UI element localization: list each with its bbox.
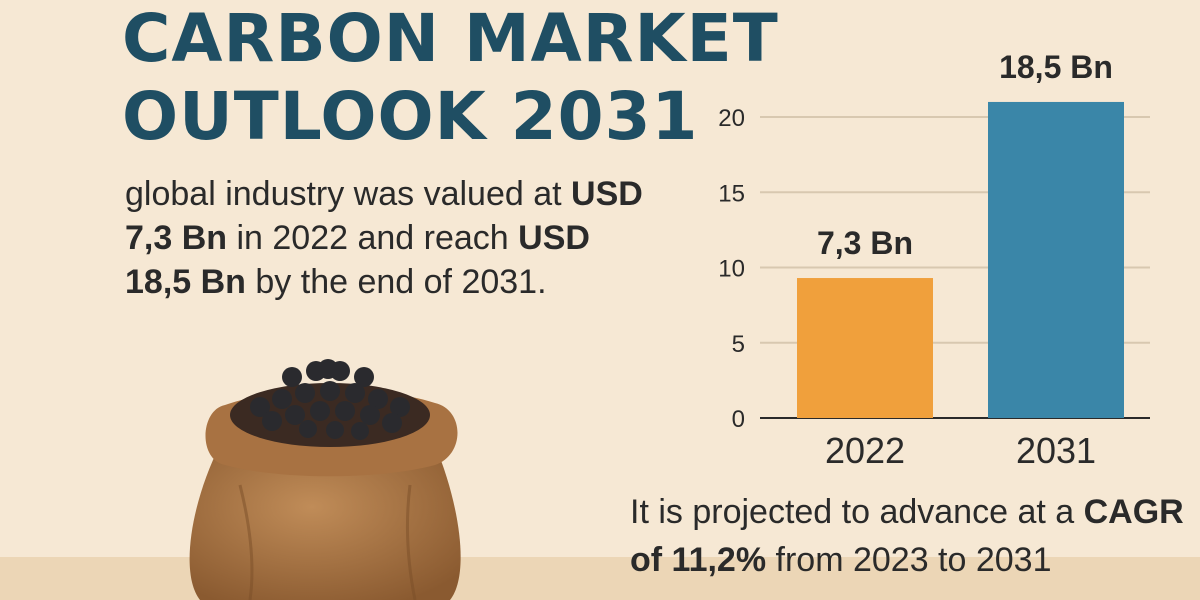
projection-text-1: It is projected to advance at a [630, 493, 1084, 531]
x-tick-label-2031: 2031 [1016, 430, 1096, 471]
title-line-1: CARBON MARKET [122, 0, 779, 77]
data-label-2022: 7,3 Bn [817, 225, 913, 261]
y-tick-label: 15 [718, 180, 745, 207]
value-2022: USD 7,3 Bn [125, 175, 643, 257]
bar-2022 [797, 278, 933, 418]
description-text-2: in 2022 and reach [227, 219, 509, 257]
description-text-1: global industry was valued at [125, 175, 562, 213]
market-description: global industry was valued at USD 7,3 Bn… [125, 172, 665, 304]
description-text-3: by the end of 2031. [245, 263, 547, 301]
y-tick-label: 10 [718, 256, 745, 283]
cagr-highlight: CAGR of 11,2% [630, 493, 1184, 579]
carbon-sack-icon [189, 359, 461, 600]
cagr-projection: It is projected to advance at a CAGR of … [630, 488, 1190, 584]
x-tick-label-2022: 2022 [825, 430, 905, 471]
title-line-2: OUTLOOK 2031 [122, 78, 699, 155]
projection-text-2: from 2023 to 2031 [766, 541, 1052, 579]
page-title: CARBON MARKET OUTLOOK 2031 [122, 0, 779, 156]
value-2031: USD 18,5 Bn [125, 219, 590, 301]
bar-2031 [988, 101, 1124, 418]
y-tick-label: 20 [718, 105, 745, 132]
y-tick-label: 0 [732, 406, 745, 433]
data-label-2031: 18,5 Bn [999, 49, 1113, 85]
y-tick-label: 5 [732, 331, 745, 358]
